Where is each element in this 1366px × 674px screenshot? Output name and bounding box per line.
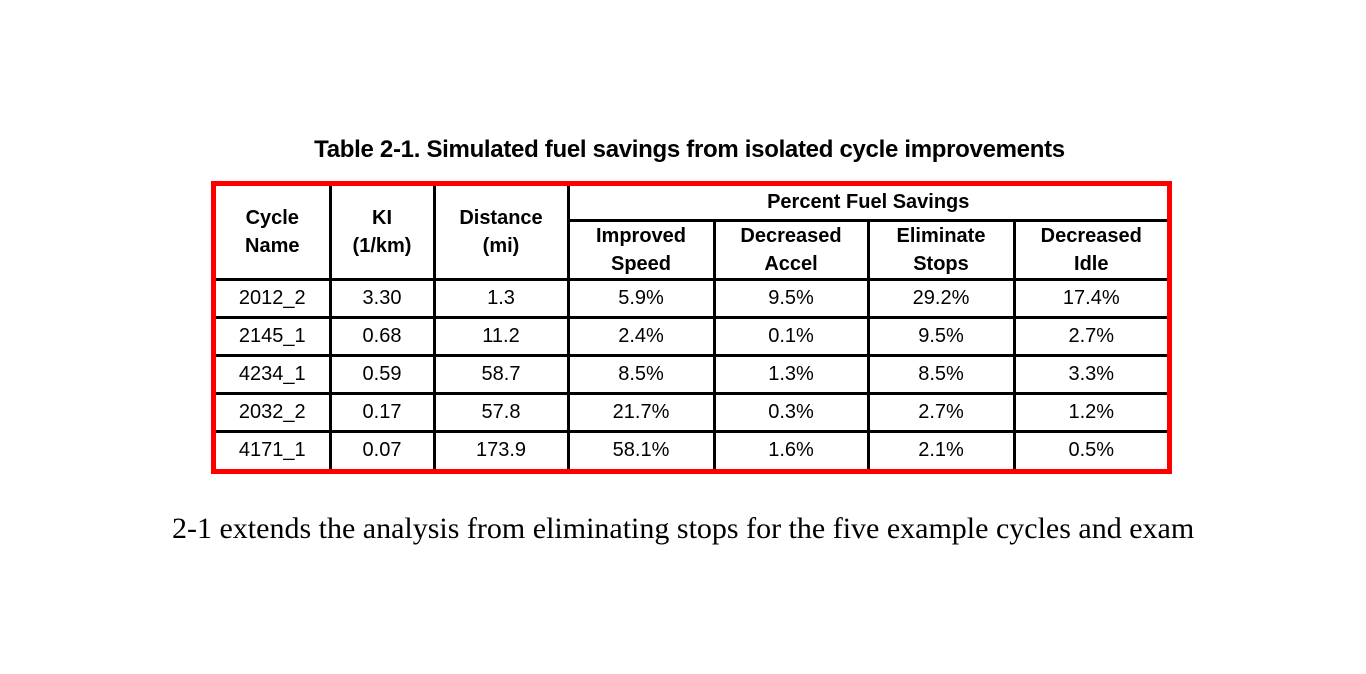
cell-decreased-accel: 9.5%: [712, 277, 870, 319]
fuel-savings-table-grid: Cycle Name KI (1/km) Distance (mi) Perce…: [216, 186, 1167, 469]
table-row: 2012_2 3.30 1.3 5.9% 9.5% 29.2% 17.4%: [216, 277, 1167, 319]
cell-eliminate-stops: 29.2%: [866, 277, 1016, 319]
cell-improved-speed: 5.9%: [566, 277, 716, 319]
cell-decreased-accel: 1.6%: [712, 429, 870, 469]
cell-distance: 57.8: [432, 391, 570, 433]
cell-distance: 173.9: [432, 429, 570, 469]
cell-eliminate-stops: 8.5%: [866, 353, 1016, 395]
col-header-cycle-name: Cycle Name: [216, 186, 332, 281]
cell-eliminate-stops: 2.7%: [866, 391, 1016, 433]
cell-improved-speed: 8.5%: [566, 353, 716, 395]
cell-cycle-name: 4171_1: [216, 429, 332, 469]
cell-improved-speed: 2.4%: [566, 315, 716, 357]
cell-eliminate-stops: 2.1%: [866, 429, 1016, 469]
cell-decreased-accel: 0.3%: [712, 391, 870, 433]
col-header-decreased-accel: Decreased Accel: [712, 218, 870, 281]
cell-improved-speed: 21.7%: [566, 391, 716, 433]
table-row: 4171_1 0.07 173.9 58.1% 1.6% 2.1% 0.5%: [216, 429, 1167, 469]
cell-ki: 0.59: [328, 353, 436, 395]
cell-ki: 3.30: [328, 277, 436, 319]
cell-cycle-name: 2012_2: [216, 277, 332, 319]
table-row: 2145_1 0.68 11.2 2.4% 0.1% 9.5% 2.7%: [216, 315, 1167, 357]
header-row-sub: Improved Speed Decreased Accel Eliminate…: [216, 218, 1167, 281]
fuel-savings-table: Cycle Name KI (1/km) Distance (mi) Perce…: [211, 181, 1172, 474]
cell-ki: 0.17: [328, 391, 436, 433]
body-text-line: 2-1 extends the analysis from eliminatin…: [172, 512, 1195, 545]
cell-cycle-name: 2145_1: [216, 315, 332, 357]
cell-improved-speed: 58.1%: [566, 429, 716, 469]
cell-distance: 58.7: [432, 353, 570, 395]
col-header-eliminate-stops: Eliminate Stops: [866, 218, 1016, 281]
col-header-decreased-idle: Decreased Idle: [1012, 218, 1167, 281]
header-row-top: Cycle Name KI (1/km) Distance (mi) Perce…: [216, 186, 1167, 281]
cell-decreased-idle: 1.2%: [1012, 391, 1167, 433]
col-group-header-percent-fuel-savings: Percent Fuel Savings: [566, 186, 1167, 222]
cell-decreased-accel: 1.3%: [712, 353, 870, 395]
cell-distance: 1.3: [432, 277, 570, 319]
col-header-improved-speed: Improved Speed: [568, 218, 716, 281]
cell-decreased-idle: 2.7%: [1012, 315, 1167, 357]
table-row: 2032_2 0.17 57.8 21.7% 0.3% 2.7% 1.2%: [216, 391, 1167, 433]
cell-ki: 0.07: [328, 429, 436, 469]
cell-cycle-name: 2032_2: [216, 391, 332, 433]
cell-ki: 0.68: [328, 315, 436, 357]
table-caption: Table 2-1. Simulated fuel savings from i…: [314, 136, 1065, 163]
cell-decreased-idle: 17.4%: [1012, 277, 1167, 319]
cell-cycle-name: 4234_1: [216, 353, 332, 395]
cell-decreased-idle: 0.5%: [1012, 429, 1167, 469]
cell-decreased-idle: 3.3%: [1012, 353, 1167, 395]
cell-distance: 11.2: [432, 315, 570, 357]
cell-eliminate-stops: 9.5%: [866, 315, 1016, 357]
cell-decreased-accel: 0.1%: [712, 315, 870, 357]
col-header-distance: Distance (mi): [432, 186, 570, 281]
table-row: 4234_1 0.59 58.7 8.5% 1.3% 8.5% 3.3%: [216, 353, 1167, 395]
col-header-ki: KI (1/km): [328, 186, 436, 281]
